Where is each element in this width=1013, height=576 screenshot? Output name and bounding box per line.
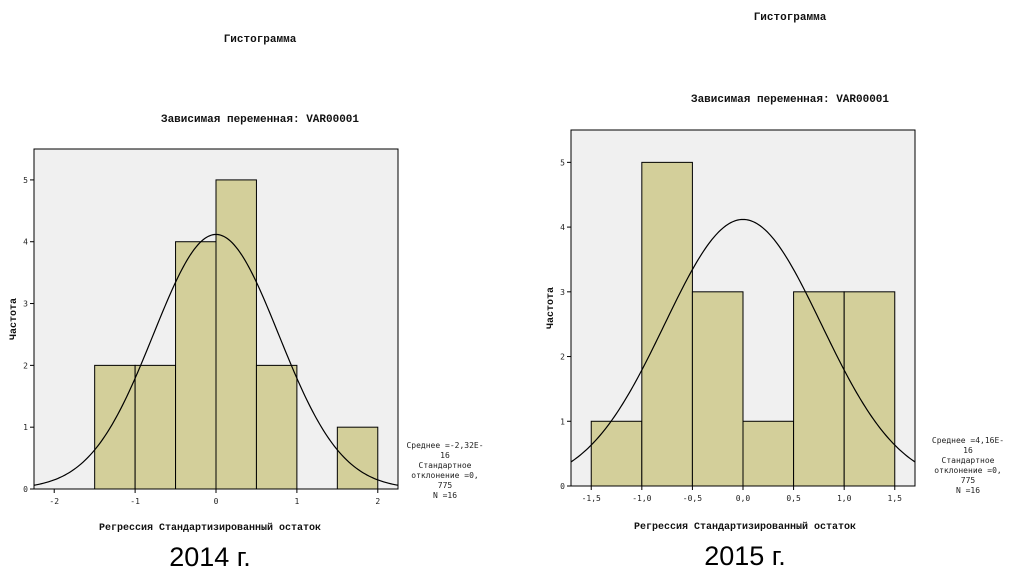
histogram-bar: [590, 420, 643, 487]
chart-subtitle: Зависимая переменная: VAR00001: [160, 114, 360, 126]
y-tick-label: 3: [23, 300, 28, 309]
chart-title: Гистограмма: [753, 12, 827, 24]
histogram-plot: -2 -1 0 1 2 0 1 2 3 4 5 Частота: [9, 148, 399, 506]
histogram-plot: -1,5 -1,0 -0,5 0,0 0,5 1,0 1,5 0 1 2 3 4 5 Частота: [546, 129, 916, 503]
stats-line: 775: [960, 476, 976, 485]
chart-caption: 2015 г.: [704, 541, 786, 571]
stats-box: Среднее =-2,32E- 16 Стандартное отклонен…: [405, 441, 485, 501]
x-tick-label: 1: [294, 497, 299, 506]
histogram-bar: [175, 241, 217, 490]
x-axis-label: Регрессия Стандартизированный остаток: [98, 523, 322, 534]
stats-line: Стандартное: [418, 461, 472, 470]
stats-line: Среднее =-2,32E-: [406, 441, 484, 450]
stats-line: Среднее =4,16E-: [931, 436, 1005, 445]
x-tick-label: 0: [214, 497, 219, 506]
chart-subtitle: Зависимая переменная: VAR00001: [690, 94, 890, 106]
stats-line: 16: [963, 446, 973, 455]
chart-caption: 2014 г.: [169, 542, 251, 572]
x-tick-label: 2: [375, 497, 380, 506]
histogram-bar: [742, 420, 795, 487]
y-tick-label: 1: [560, 417, 565, 426]
y-tick-label: 4: [560, 223, 565, 232]
chart-title: Гистограмма: [223, 34, 297, 46]
y-tick-label: 1: [23, 423, 28, 432]
x-axis-label: Регрессия Стандартизированный остаток: [633, 522, 857, 533]
stats-line: 16: [440, 451, 450, 460]
y-tick-label: 0: [560, 482, 565, 491]
histogram-bar: [94, 364, 136, 490]
y-axis-label: Частота: [9, 298, 20, 340]
y-tick-label: 0: [23, 485, 28, 494]
y-axis-label: Частота: [546, 287, 557, 329]
normal-curve: [570, 218, 916, 463]
x-tick-label: -2: [49, 497, 59, 506]
y-tick-label: 5: [560, 158, 565, 167]
histogram-2014: Гистограмма Зависимая переменная: VAR000…: [0, 0, 500, 576]
stats-line: Стандартное: [941, 456, 995, 465]
histogram-bar: [843, 291, 896, 487]
stats-line: N =16: [955, 486, 981, 495]
stats-line: отклонение =0,: [411, 471, 479, 480]
histogram-bar: [215, 179, 257, 490]
y-tick-label: 5: [23, 176, 28, 185]
y-tick-label: 2: [560, 353, 565, 362]
x-tick-label: 0,0: [736, 494, 751, 503]
x-tick-label: -1: [130, 497, 140, 506]
x-tick-label: 0,5: [786, 494, 801, 503]
stats-line: N =16: [432, 491, 458, 500]
histogram-bar: [641, 161, 693, 487]
stats-line: отклонение =0,: [934, 466, 1002, 475]
histogram-bar: [255, 364, 298, 490]
x-tick-label: -1,5: [582, 494, 601, 503]
y-tick-label: 4: [23, 238, 28, 247]
x-tick-label: 1,0: [837, 494, 852, 503]
histogram-bar: [691, 291, 744, 487]
x-tick-label: -1,0: [632, 494, 651, 503]
stats-line: 775: [437, 481, 453, 490]
histogram-bar: [134, 364, 177, 490]
histogram-bar: [336, 426, 379, 490]
y-tick-label: 2: [23, 361, 28, 370]
x-tick-label: 1,5: [888, 494, 903, 503]
histogram-bar: [793, 291, 845, 487]
stats-box: Среднее =4,16E- 16 Стандартное отклонени…: [928, 436, 1008, 496]
y-tick-label: 3: [560, 288, 565, 297]
x-tick-label: -0,5: [683, 494, 702, 503]
normal-curve: [33, 233, 399, 486]
histogram-2015: Гистограмма Зависимая переменная: VAR000…: [500, 0, 1013, 576]
